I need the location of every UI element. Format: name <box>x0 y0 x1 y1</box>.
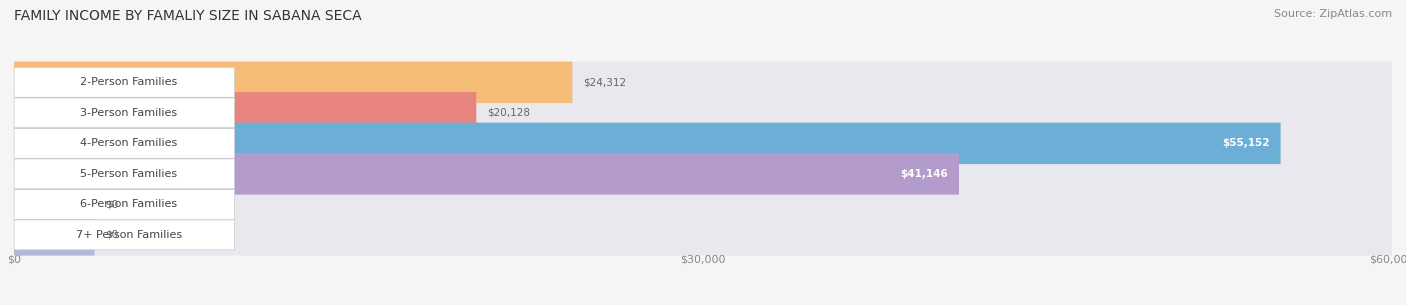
Text: 7+ Person Families: 7+ Person Families <box>76 230 181 240</box>
FancyBboxPatch shape <box>14 62 572 103</box>
FancyBboxPatch shape <box>14 92 477 134</box>
Text: FAMILY INCOME BY FAMALIY SIZE IN SABANA SECA: FAMILY INCOME BY FAMALIY SIZE IN SABANA … <box>14 9 361 23</box>
FancyBboxPatch shape <box>14 98 235 128</box>
Text: Source: ZipAtlas.com: Source: ZipAtlas.com <box>1274 9 1392 19</box>
FancyBboxPatch shape <box>14 220 235 250</box>
FancyBboxPatch shape <box>14 62 1392 103</box>
FancyBboxPatch shape <box>14 153 959 195</box>
Text: 6-Person Families: 6-Person Families <box>80 199 177 209</box>
FancyBboxPatch shape <box>14 189 235 219</box>
Text: $41,146: $41,146 <box>900 169 948 179</box>
FancyBboxPatch shape <box>14 67 235 97</box>
Text: 2-Person Families: 2-Person Families <box>80 77 177 87</box>
Text: $0: $0 <box>105 230 118 240</box>
Text: 3-Person Families: 3-Person Families <box>80 108 177 118</box>
Text: $0: $0 <box>105 199 118 209</box>
Text: $20,128: $20,128 <box>488 108 530 118</box>
FancyBboxPatch shape <box>14 184 1392 225</box>
FancyBboxPatch shape <box>14 214 94 256</box>
FancyBboxPatch shape <box>14 128 235 158</box>
FancyBboxPatch shape <box>14 214 1392 256</box>
Text: 5-Person Families: 5-Person Families <box>80 169 177 179</box>
FancyBboxPatch shape <box>14 123 1392 164</box>
FancyBboxPatch shape <box>14 159 235 189</box>
FancyBboxPatch shape <box>14 184 94 225</box>
Text: $55,152: $55,152 <box>1222 138 1270 148</box>
Text: 4-Person Families: 4-Person Families <box>80 138 177 148</box>
FancyBboxPatch shape <box>14 153 1392 195</box>
Text: $24,312: $24,312 <box>583 77 627 87</box>
FancyBboxPatch shape <box>14 92 1392 134</box>
FancyBboxPatch shape <box>14 123 1281 164</box>
